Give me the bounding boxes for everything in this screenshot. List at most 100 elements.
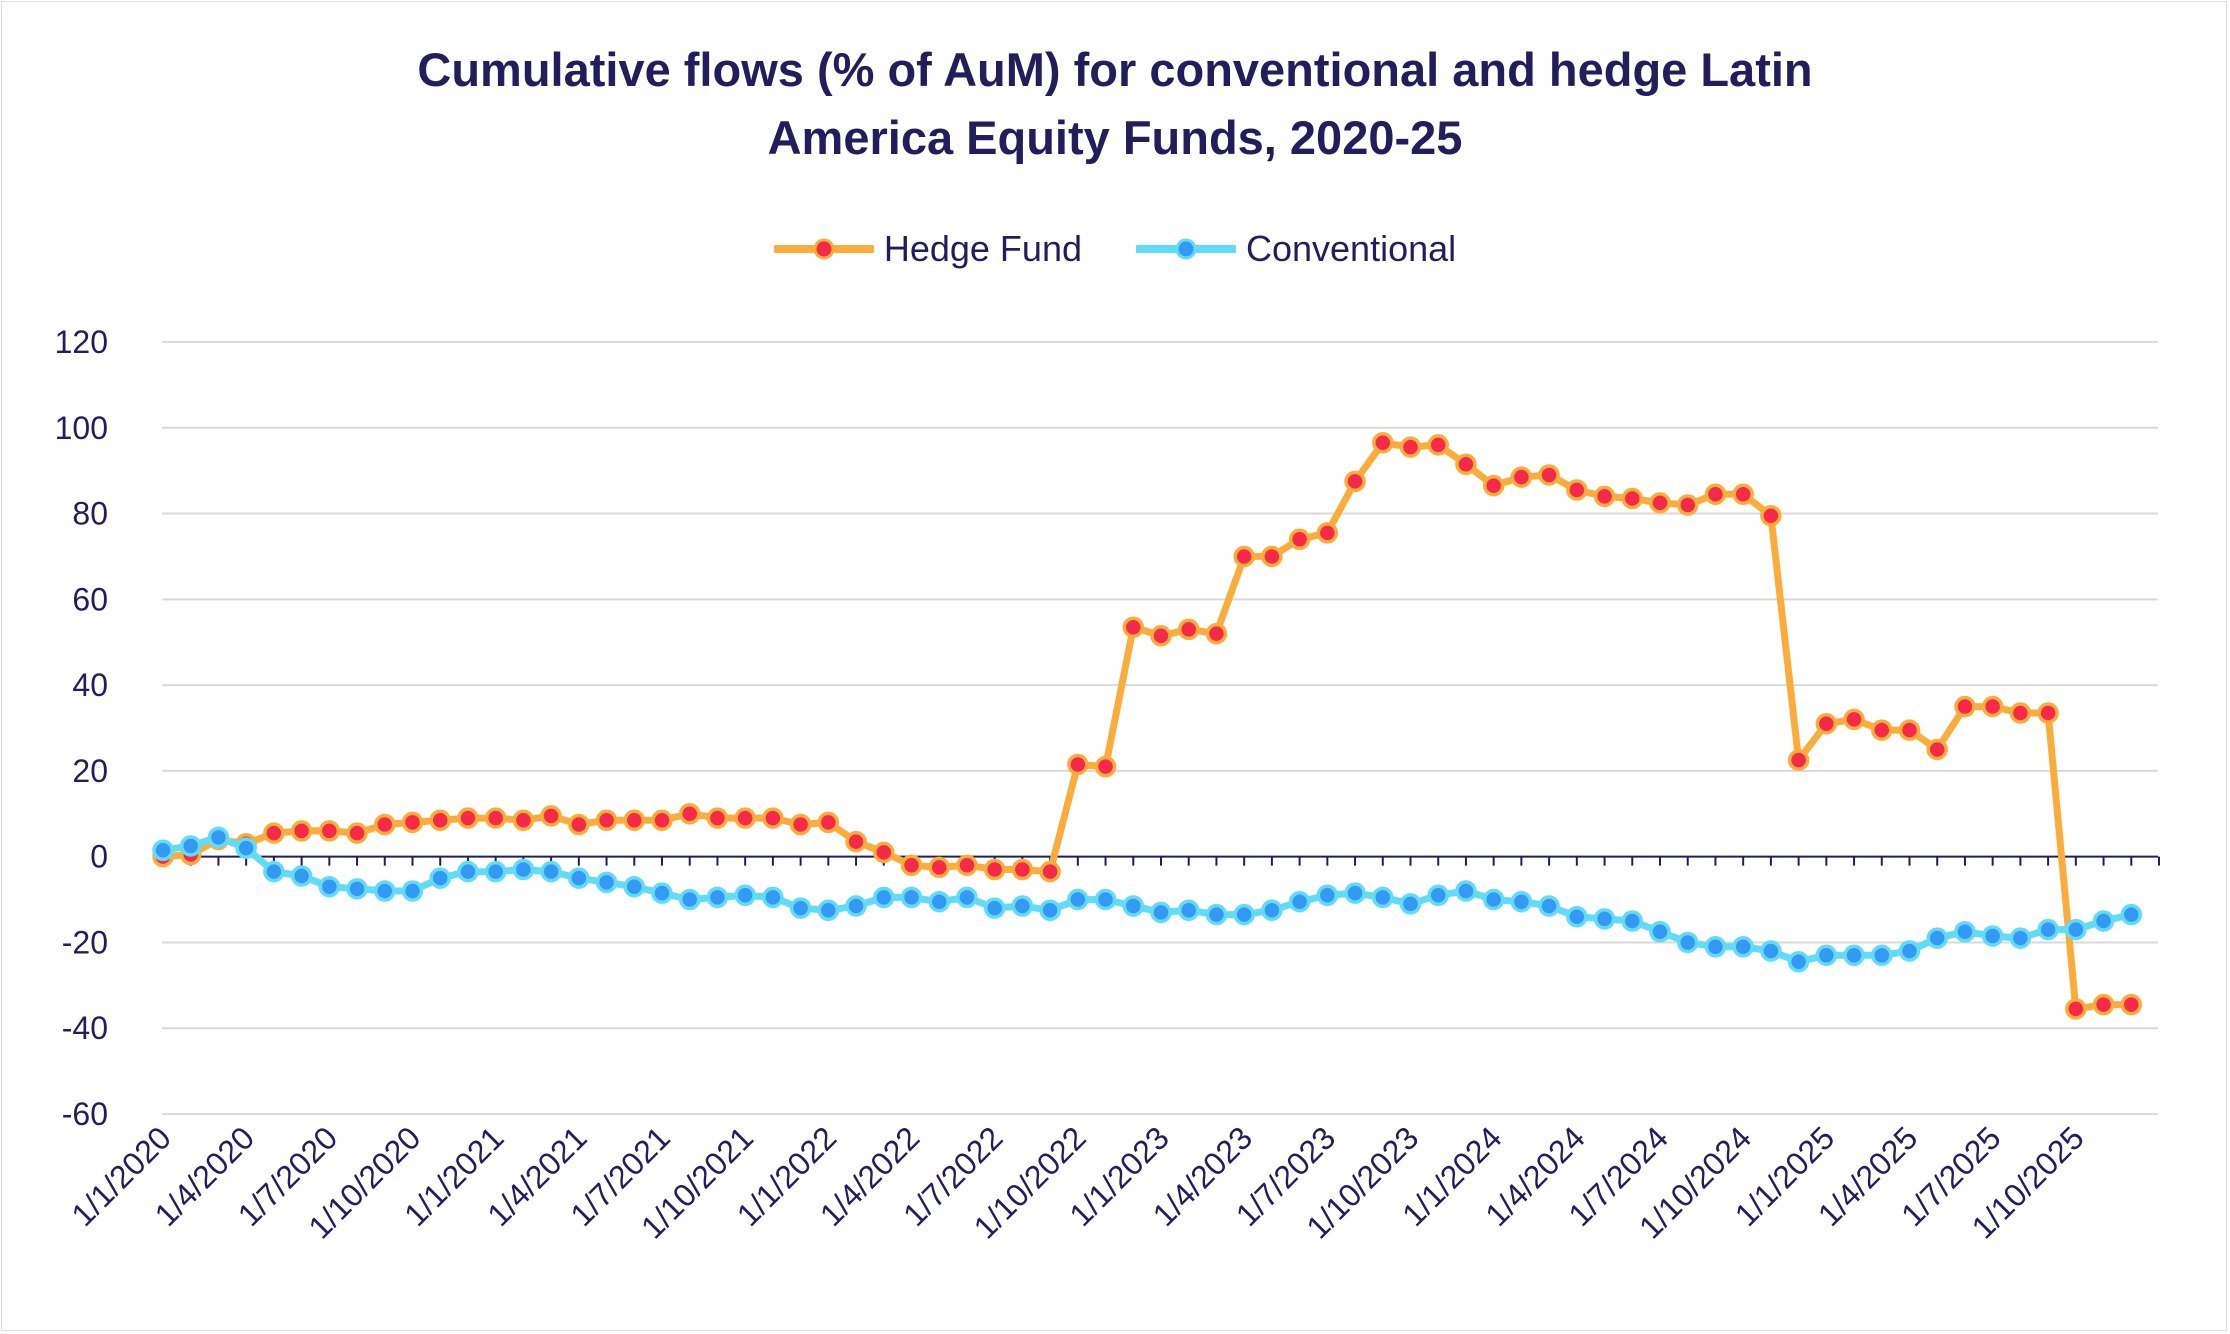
data-point-hedge-fund xyxy=(429,809,451,831)
data-point-conventional xyxy=(1954,920,1976,943)
data-point-hedge-fund xyxy=(1566,479,1588,501)
data-point-hedge-fund xyxy=(1288,528,1311,551)
data-point-hedge-fund xyxy=(1316,522,1339,544)
data-point-hedge-fund xyxy=(374,813,396,836)
data-point-conventional xyxy=(1233,903,1255,926)
data-point-conventional xyxy=(346,878,368,900)
data-point-conventional xyxy=(983,897,1006,919)
data-point-hedge-fund xyxy=(1427,434,1449,456)
data-point-conventional xyxy=(1150,901,1172,924)
data-point-conventional xyxy=(873,886,895,909)
data-point-conventional xyxy=(1177,899,1200,922)
data-point-hedge-fund xyxy=(1621,487,1644,510)
data-point-conventional xyxy=(1399,893,1422,915)
data-point-hedge-fund xyxy=(1538,464,1560,486)
y-tick-label: 0 xyxy=(90,839,108,875)
data-point-conventional xyxy=(540,860,562,883)
data-point-hedge-fund xyxy=(1871,719,1893,741)
data-point-hedge-fund xyxy=(1732,483,1754,506)
data-point-conventional xyxy=(374,880,396,902)
x-axis: 1/1/20201/4/20201/7/20201/10/20201/1/202… xyxy=(64,855,2160,1246)
data-point-conventional xyxy=(1704,935,1727,958)
y-tick-label: 40 xyxy=(72,667,108,703)
data-point-hedge-fund xyxy=(1344,470,1366,493)
data-point-conventional xyxy=(1981,925,2004,947)
data-point-conventional xyxy=(429,867,451,889)
data-point-conventional xyxy=(152,839,174,861)
data-point-conventional xyxy=(1593,908,1616,930)
data-point-hedge-fund xyxy=(2037,702,2059,724)
data-point-hedge-fund xyxy=(1150,625,1172,647)
data-point-hedge-fund xyxy=(1981,695,2004,718)
data-point-hedge-fund xyxy=(2065,998,2087,1020)
data-point-hedge-fund xyxy=(1205,622,1228,645)
data-point-hedge-fund xyxy=(706,807,729,829)
data-point-conventional xyxy=(1427,884,1449,907)
data-point-conventional xyxy=(1067,888,1089,911)
data-point-hedge-fund xyxy=(346,822,368,844)
data-point-conventional xyxy=(1011,895,1034,917)
data-point-hedge-fund xyxy=(734,807,756,829)
data-point-conventional xyxy=(1538,895,1560,917)
data-point-conventional xyxy=(928,890,950,913)
legend-label-hedge-fund: Hedge Fund xyxy=(883,228,1082,269)
chart-legend: Hedge Fund Conventional xyxy=(0,228,2230,270)
data-point-hedge-fund xyxy=(263,822,285,844)
chart-title: Cumulative flows (% of AuM) for conventi… xyxy=(0,36,2230,172)
data-point-hedge-fund xyxy=(1593,485,1616,508)
data-point-conventional xyxy=(1455,880,1477,902)
data-point-conventional xyxy=(845,895,867,917)
y-tick-label: -40 xyxy=(62,1010,108,1046)
data-point-conventional xyxy=(568,867,590,889)
data-point-hedge-fund xyxy=(651,809,673,831)
data-point-hedge-fund xyxy=(1399,436,1422,458)
data-point-hedge-fund xyxy=(484,807,507,829)
y-tick-label: 20 xyxy=(72,753,108,789)
data-point-hedge-fund xyxy=(1787,749,1810,771)
data-point-conventional xyxy=(290,865,313,887)
data-point-conventional xyxy=(207,826,230,849)
data-point-hedge-fund xyxy=(1094,755,1117,778)
data-point-conventional xyxy=(762,886,784,909)
data-point-conventional xyxy=(457,860,479,883)
data-point-hedge-fund xyxy=(1482,474,1505,497)
chart-title-line-1: Cumulative flows (% of AuM) for conventi… xyxy=(417,43,1813,96)
data-point-conventional xyxy=(1787,950,1810,973)
data-point-conventional xyxy=(2009,927,2032,949)
data-point-hedge-fund xyxy=(1177,618,1200,641)
data-point-hedge-fund xyxy=(817,811,840,834)
data-point-conventional xyxy=(1649,920,1671,943)
y-tick-label: 60 xyxy=(72,581,108,617)
data-point-conventional xyxy=(734,884,756,907)
data-point-conventional xyxy=(1760,940,1782,962)
data-point-conventional xyxy=(2120,903,2143,926)
series-layer xyxy=(152,432,2143,1020)
data-point-conventional xyxy=(900,886,923,909)
data-point-conventional xyxy=(1372,886,1394,909)
data-point-conventional xyxy=(1843,944,1865,967)
data-point-conventional xyxy=(2037,918,2059,941)
legend-swatch-conventional xyxy=(1135,238,1236,260)
data-point-hedge-fund xyxy=(1676,494,1699,516)
data-point-hedge-fund xyxy=(1233,545,1255,568)
data-point-hedge-fund xyxy=(401,811,424,834)
data-point-hedge-fund xyxy=(1011,858,1034,881)
data-point-hedge-fund xyxy=(1261,545,1283,568)
gridlines xyxy=(162,341,2158,1115)
data-point-hedge-fund xyxy=(457,807,479,829)
legend-swatch-hedge-fund xyxy=(773,238,874,260)
data-point-conventional xyxy=(1288,890,1311,913)
data-point-conventional xyxy=(1926,927,1948,949)
data-point-conventional xyxy=(512,858,535,881)
data-point-hedge-fund xyxy=(1760,504,1782,527)
data-point-conventional xyxy=(623,875,646,898)
data-point-conventional xyxy=(1732,935,1754,958)
data-point-hedge-fund xyxy=(1039,860,1061,883)
data-point-hedge-fund xyxy=(318,820,341,842)
data-point-conventional xyxy=(1871,944,1893,967)
data-point-conventional xyxy=(179,835,202,857)
data-point-conventional xyxy=(1510,890,1533,913)
data-point-conventional xyxy=(1621,910,1644,932)
